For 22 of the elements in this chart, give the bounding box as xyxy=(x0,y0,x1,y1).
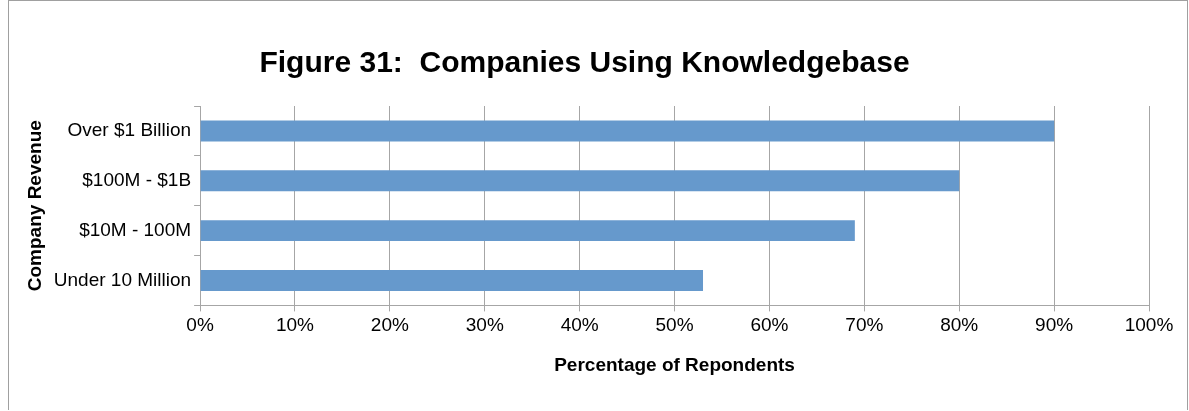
bar xyxy=(200,220,855,242)
x-tick-label: 50% xyxy=(655,314,694,336)
x-tick-label: 100% xyxy=(1124,314,1174,336)
y-tick-label: $10M - 100M xyxy=(79,218,192,240)
y-axis-title: Company Revenue xyxy=(23,120,45,292)
x-tick-label: 40% xyxy=(560,314,599,336)
bar xyxy=(200,120,1055,142)
bar xyxy=(200,170,960,192)
x-tick-label: 70% xyxy=(845,314,884,336)
x-tick-label: 30% xyxy=(465,314,504,336)
x-tick-label: 20% xyxy=(370,314,409,336)
x-tick-label: 10% xyxy=(275,314,315,336)
x-tick-label: 60% xyxy=(750,314,789,336)
x-tick-label: 80% xyxy=(940,314,979,336)
y-tick-label: $100M - $1B xyxy=(82,169,192,191)
bar xyxy=(200,270,704,291)
y-tick-label: Over $1 Billion xyxy=(67,119,192,141)
x-tick-label: 0% xyxy=(186,314,214,336)
chart-title: Figure 31: Companies Using Knowledgebase xyxy=(259,45,910,79)
x-axis-title: Percentage of Repondents xyxy=(554,353,795,375)
x-tick-label: 90% xyxy=(1035,314,1074,336)
y-tick-label: Under 10 Million xyxy=(53,268,192,290)
